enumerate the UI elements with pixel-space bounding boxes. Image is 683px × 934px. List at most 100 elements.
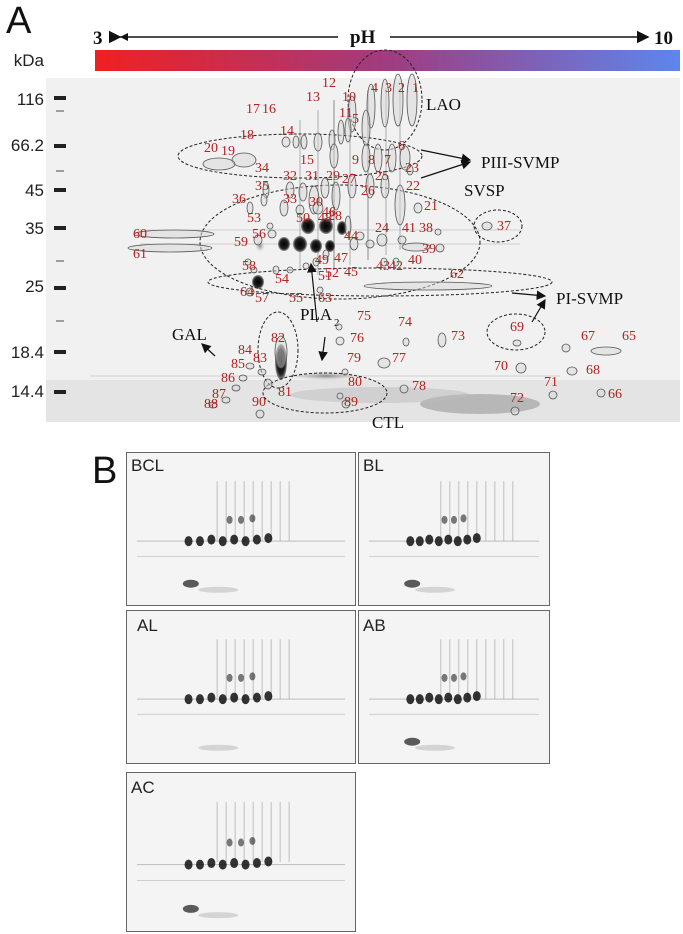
spot-marker xyxy=(380,257,388,267)
gel-blot-mark xyxy=(207,534,216,545)
gel-blot-mark xyxy=(252,692,261,703)
spot-number: 46 xyxy=(322,205,336,220)
spot-marker xyxy=(394,184,406,226)
spot-number: 43 xyxy=(376,259,390,274)
spot-marker xyxy=(313,132,323,152)
spot-number: 19 xyxy=(221,144,235,159)
spot-marker xyxy=(596,388,606,398)
spot-number: 29 xyxy=(326,169,340,184)
spot-number: 7 xyxy=(384,153,391,168)
panel-b-letter: B xyxy=(92,450,118,492)
spot-marker xyxy=(331,181,341,211)
gel-blot-mark xyxy=(184,694,193,705)
spot-marker xyxy=(341,399,351,409)
spot-number: 89 xyxy=(344,395,358,410)
spot-number: 17 xyxy=(246,102,260,117)
spot-marker xyxy=(295,204,305,216)
spot-marker xyxy=(512,339,522,347)
spot-marker xyxy=(260,193,268,207)
spot-marker xyxy=(590,346,622,356)
ph-right: 10 xyxy=(654,28,673,49)
spot-number: 87 xyxy=(212,387,226,402)
spot-marker xyxy=(320,177,330,199)
gel-blot-mark xyxy=(198,912,239,919)
spot-number: 50 xyxy=(296,211,310,226)
spot-marker xyxy=(347,173,357,199)
gel-blot-mark xyxy=(184,536,193,547)
gel-blot-mark xyxy=(472,691,481,702)
spot-number: 27 xyxy=(342,172,356,187)
spot-number: 73 xyxy=(451,329,465,344)
spot-number: 41 xyxy=(402,221,416,236)
gel-blot-mark xyxy=(453,694,462,705)
gel-blot-mark xyxy=(415,536,424,547)
spot-marker xyxy=(281,136,291,148)
gel-blot-mark xyxy=(218,694,227,705)
group-pi-svmp: PI-SVMP xyxy=(556,289,623,308)
dark-spots xyxy=(252,218,362,381)
gel-thumb-ac: AC xyxy=(126,772,356,932)
gel-blot-mark xyxy=(238,515,244,524)
spot-number: 82 xyxy=(271,331,285,346)
spot-number: 60 xyxy=(133,227,147,242)
spot-number: 14 xyxy=(280,124,294,139)
spot-marker xyxy=(365,239,375,249)
spot-marker xyxy=(272,265,280,275)
gel-thumb-al: AL xyxy=(126,610,356,764)
gel-thumb-label: BL xyxy=(363,456,384,475)
spot-marker xyxy=(406,73,418,127)
gel-blot-mark xyxy=(226,515,233,524)
spot-number: 3 xyxy=(385,81,392,96)
spot-number: 75 xyxy=(357,309,371,324)
spot-number: 90 xyxy=(252,395,266,410)
spot-marker xyxy=(127,243,213,253)
gel-blot-mark xyxy=(451,515,457,524)
spot-number: 72 xyxy=(510,391,524,406)
gel-blot-mark xyxy=(184,859,193,870)
spot-marker xyxy=(361,143,371,173)
gel-blot-mark xyxy=(195,694,204,705)
spot-number: 39 xyxy=(422,242,436,257)
spot-number: 86 xyxy=(221,371,235,386)
gel-blot-mark xyxy=(463,534,472,545)
spot-number: 83 xyxy=(253,351,267,366)
spot-marker xyxy=(344,215,352,237)
gel-blot-mark xyxy=(238,673,244,682)
gel-blot-mark xyxy=(226,673,233,682)
spot-number: 6 xyxy=(398,139,405,154)
spot-markers xyxy=(127,73,622,419)
spot-marker xyxy=(302,262,310,270)
spot-marker xyxy=(402,337,410,347)
spot-number: 53 xyxy=(247,211,261,226)
spot-number: 11 xyxy=(339,106,352,121)
gel-blot-mark xyxy=(434,694,443,705)
spot-marker xyxy=(285,181,295,199)
gel-thumb-image xyxy=(369,481,539,593)
spot-marker xyxy=(377,357,391,369)
gel-blot-mark xyxy=(249,514,256,523)
spot-marker xyxy=(286,266,294,274)
gel-blot-mark xyxy=(404,737,421,746)
spot-marker xyxy=(401,242,431,252)
panel-a-figure: 3 pH 10 xyxy=(46,27,680,432)
spot-number: 8 xyxy=(368,153,375,168)
spot-number: 84 xyxy=(238,343,252,358)
spot-marker xyxy=(406,164,414,176)
spot-marker xyxy=(515,362,527,374)
spot-number: 25 xyxy=(375,169,389,184)
spot-marker xyxy=(202,157,236,171)
spot-number: 55 xyxy=(289,291,303,306)
spot-marker xyxy=(349,237,359,251)
spot-number: 4 xyxy=(371,81,378,96)
spot-number: 65 xyxy=(622,329,636,344)
spot-number: 5 xyxy=(352,112,359,127)
spot-marker xyxy=(566,366,578,376)
mw-25: 25 xyxy=(25,277,44,296)
spot-marker xyxy=(561,343,571,353)
gel-thumb-bl: BL xyxy=(358,452,550,606)
spot-marker xyxy=(292,135,300,149)
mw-66: 66.2 xyxy=(10,136,44,155)
spot-marker xyxy=(435,243,445,253)
gel-blot-mark xyxy=(182,579,199,588)
spot-marker xyxy=(437,332,447,348)
